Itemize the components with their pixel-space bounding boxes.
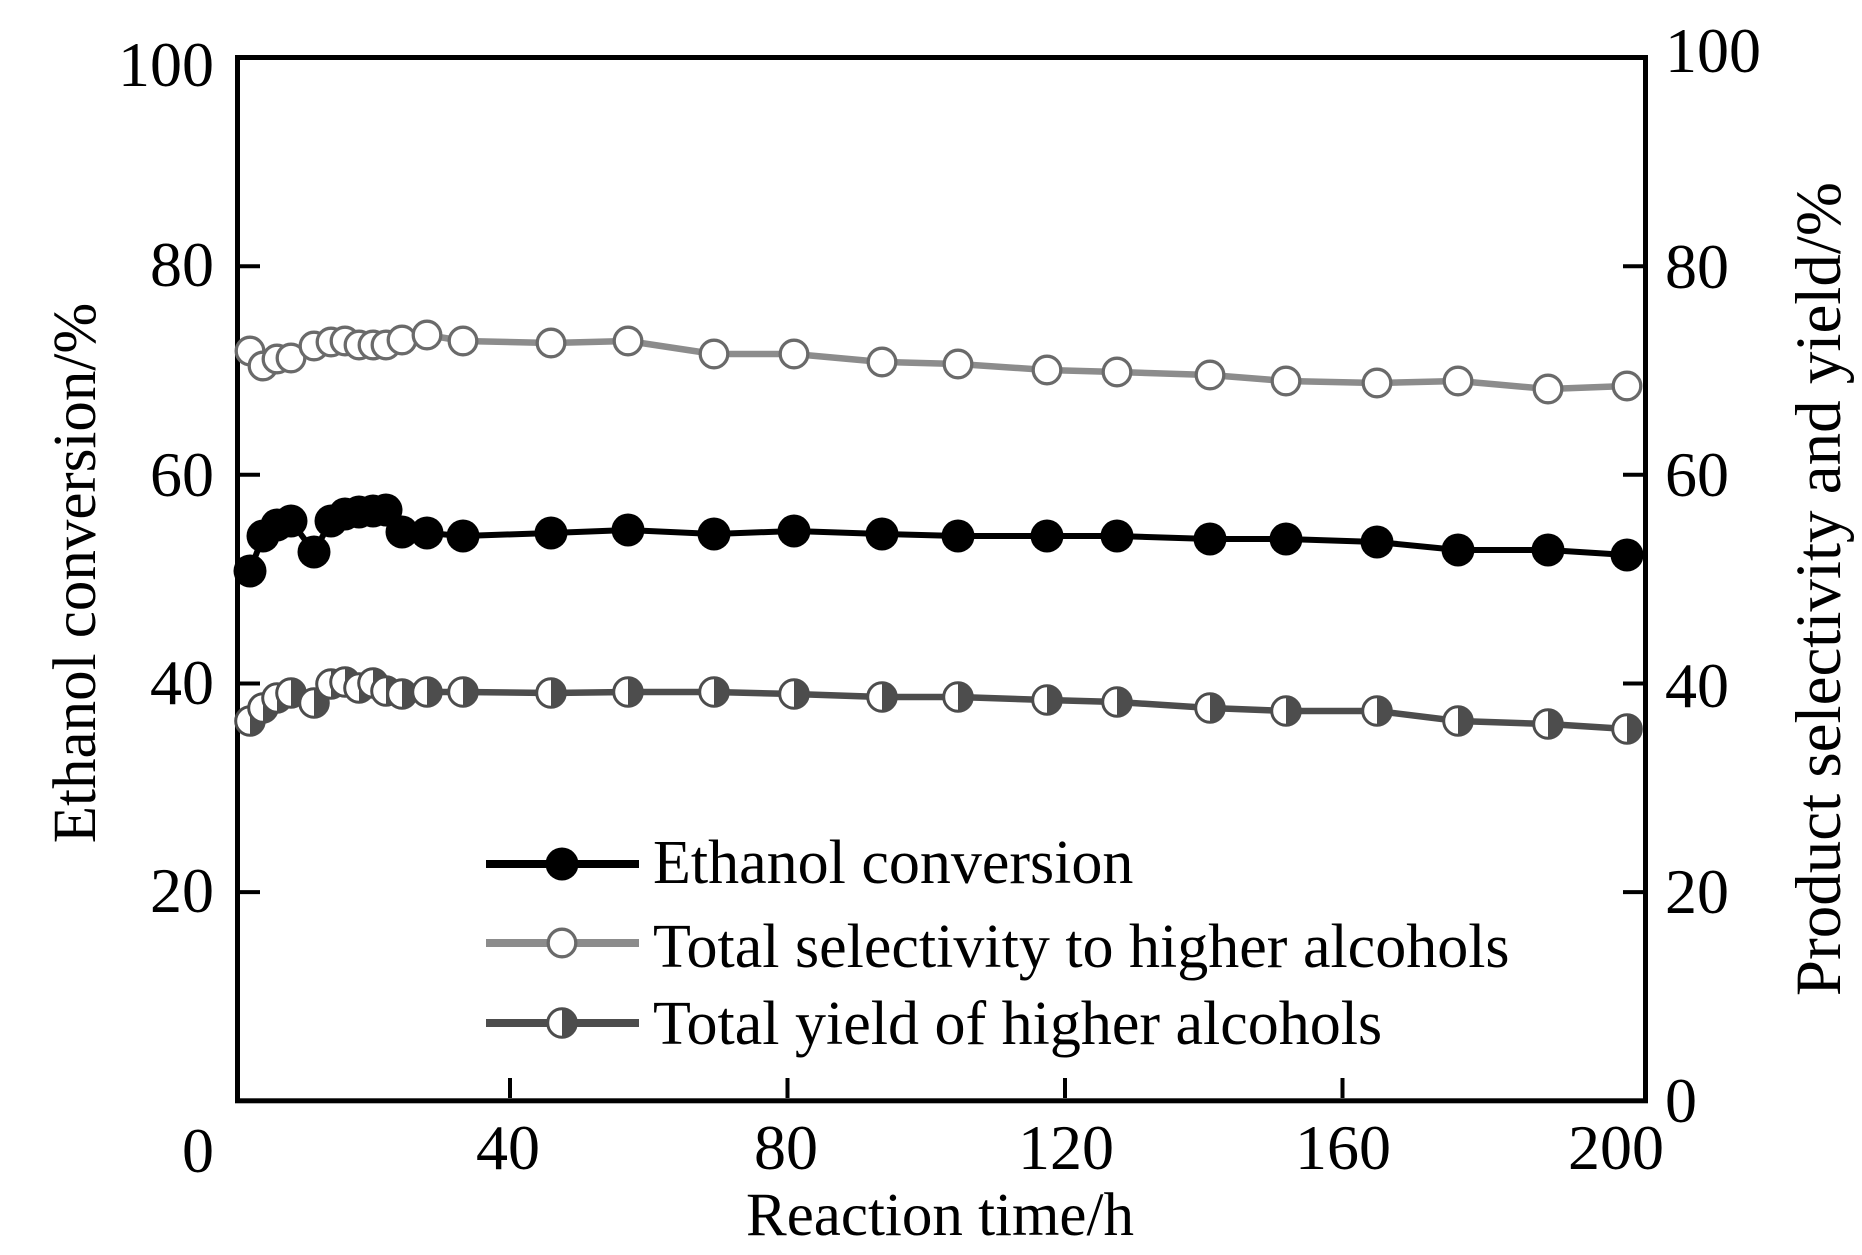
svg-text:120: 120 <box>1018 1112 1114 1183</box>
svg-text:0: 0 <box>1665 1065 1697 1136</box>
svg-text:100: 100 <box>118 29 214 100</box>
svg-text:20: 20 <box>150 855 214 926</box>
svg-text:80: 80 <box>754 1112 818 1183</box>
svg-text:60: 60 <box>1665 439 1729 510</box>
svg-text:Total selectivity to higher al: Total selectivity to higher alcohols <box>653 913 1510 981</box>
svg-text:0: 0 <box>182 1115 214 1186</box>
svg-text:80: 80 <box>150 229 214 300</box>
svg-text:Total yield of higher alcohols: Total yield of higher alcohols <box>653 990 1382 1058</box>
svg-text:Product selectivity and yield/: Product selectivity and yield/% <box>1783 182 1855 996</box>
svg-text:20: 20 <box>1665 856 1729 927</box>
svg-text:160: 160 <box>1295 1112 1391 1183</box>
svg-text:80: 80 <box>1665 231 1729 302</box>
svg-text:Ethanol conversion/%: Ethanol conversion/% <box>42 303 109 843</box>
svg-text:200: 200 <box>1568 1112 1664 1183</box>
svg-text:Ethanol conversion: Ethanol conversion <box>653 829 1133 897</box>
svg-text:60: 60 <box>150 439 214 510</box>
svg-text:40: 40 <box>150 647 214 718</box>
svg-text:40: 40 <box>1665 650 1729 721</box>
svg-text:100: 100 <box>1665 15 1761 86</box>
svg-text:40: 40 <box>476 1112 540 1183</box>
svg-text:Reaction time/h: Reaction time/h <box>746 1182 1134 1249</box>
